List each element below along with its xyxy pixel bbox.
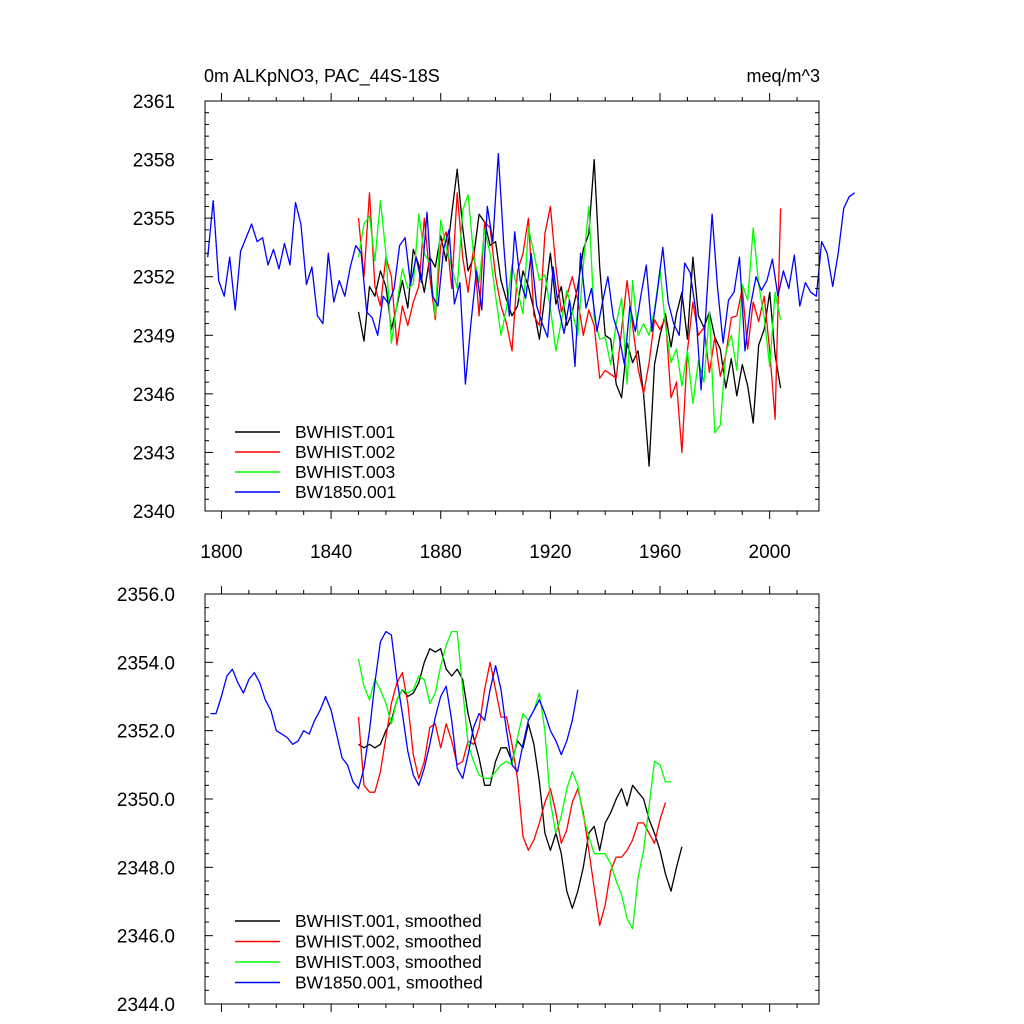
legend-label: BW1850.001 xyxy=(295,482,396,502)
series-line-3 xyxy=(357,194,782,434)
legend-label: BWHIST.003, smoothed xyxy=(295,952,482,972)
chart-title: 0m ALKpNO3, PAC_44S-18S xyxy=(204,66,440,87)
y-tick-label: 2343 xyxy=(133,443,175,464)
legend-label: BWHIST.002 xyxy=(295,442,395,462)
x-tick-label: 1920 xyxy=(529,542,571,563)
legend-label: BWHIST.003 xyxy=(295,462,395,482)
y-tick-label: 2352.0 xyxy=(117,722,175,743)
y-tick-label: 2349 xyxy=(133,326,175,347)
series-line-2 xyxy=(357,661,667,927)
y-tick-label: 2361 xyxy=(133,92,175,113)
series-line-1 xyxy=(358,648,683,909)
units-label: meq/m^3 xyxy=(747,66,820,86)
panel-smoothed-timeseries: 2344.0 2346.0 2348.0 2350.0 2352.0 2354.0 2356… xyxy=(117,585,820,1016)
series-line-4 xyxy=(207,153,855,391)
series-layer xyxy=(207,153,855,467)
y-tick-label: 2344.0 xyxy=(117,995,175,1016)
x-tick-label: 1880 xyxy=(420,542,462,563)
x-tick-label: 1960 xyxy=(639,542,681,563)
plot-area-frame xyxy=(204,100,820,512)
legend-label: BWHIST.002, smoothed xyxy=(295,932,482,952)
series-line-1 xyxy=(357,158,782,467)
y-tick-label: 2340 xyxy=(133,502,175,523)
series-line-4 xyxy=(210,630,579,790)
legend-label: BWHIST.001, smoothed xyxy=(295,911,482,931)
y-tick-label: 2354.0 xyxy=(117,653,175,674)
series-line-3 xyxy=(357,630,671,930)
y-tick-label: 2352 xyxy=(133,268,175,289)
x-tick-label: 1840 xyxy=(310,542,352,563)
y-tick-label: 2348.0 xyxy=(117,858,175,879)
panel-raw-timeseries: 0m ALKpNO3, PAC_44S-18S meq/m^3 2340 2343… xyxy=(133,66,855,563)
tick-layer: 2340 2343 2346 2349 2352 2355 2358 2361 1800 1840… xyxy=(133,92,819,563)
legend-label: BW1850.001, smoothed xyxy=(295,973,483,993)
series-layer xyxy=(210,630,683,930)
y-tick-label: 2355 xyxy=(133,209,175,230)
y-tick-label: 2346 xyxy=(133,385,175,406)
x-tick-label: 2000 xyxy=(749,542,791,563)
series-line-2 xyxy=(357,192,782,454)
y-tick-label: 2350.0 xyxy=(117,790,175,811)
y-tick-label: 2358 xyxy=(133,151,175,172)
x-tick-label: 1800 xyxy=(200,542,242,563)
y-tick-label: 2346.0 xyxy=(117,927,175,948)
plot-area-frame xyxy=(204,593,820,1005)
legend-label: BWHIST.001 xyxy=(295,422,395,442)
tick-layer: 2344.0 2346.0 2348.0 2350.0 2352.0 2354.0 2356… xyxy=(117,585,819,1016)
y-tick-label: 2356.0 xyxy=(117,585,175,606)
